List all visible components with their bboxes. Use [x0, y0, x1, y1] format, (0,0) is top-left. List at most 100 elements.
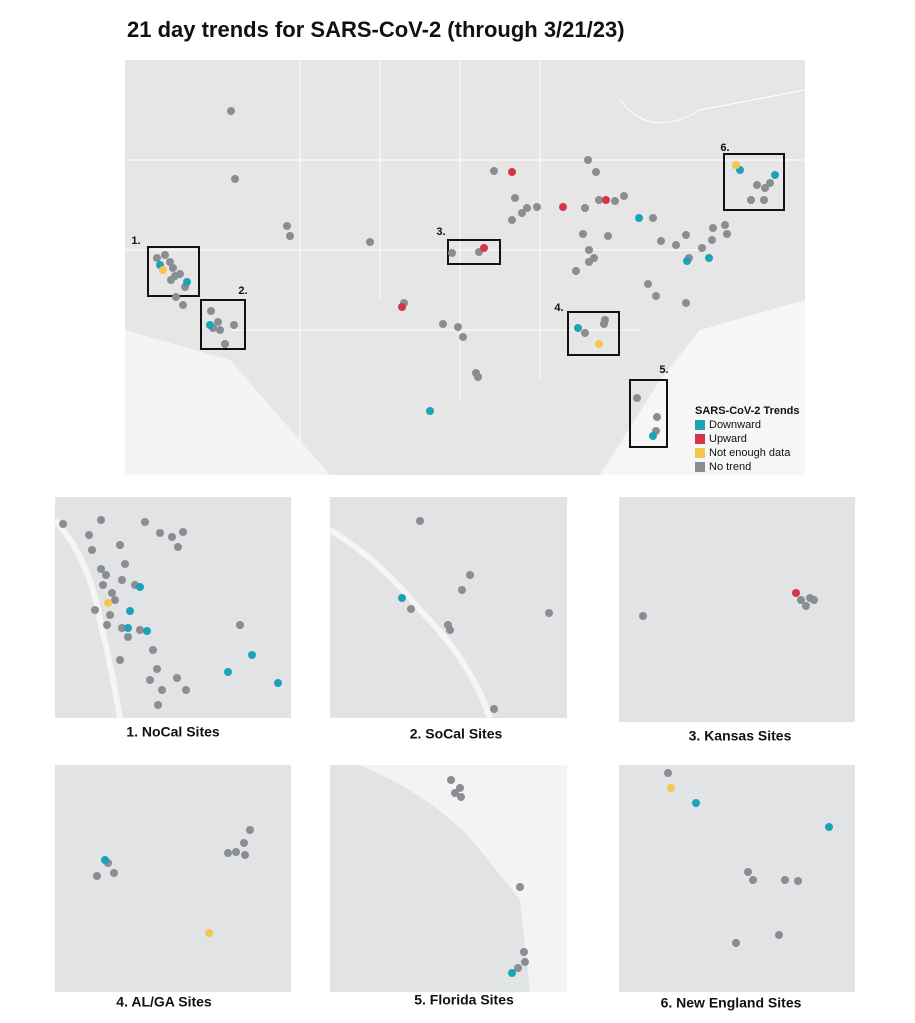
site-dot: [97, 565, 105, 573]
site-dot: [398, 594, 406, 602]
site-dot: [118, 576, 126, 584]
site-dot: [206, 321, 214, 329]
site-dot: [747, 196, 755, 204]
region-box: [629, 379, 668, 448]
region-box: [723, 153, 785, 211]
site-dot: [110, 869, 118, 877]
site-dot: [118, 624, 126, 632]
site-dot: [533, 203, 541, 211]
site-dot: [231, 175, 239, 183]
inset-map: [330, 497, 567, 718]
site-dot: [825, 823, 833, 831]
site-dot: [173, 674, 181, 682]
site-dot: [426, 407, 434, 415]
site-dot: [480, 244, 488, 252]
site-dot: [416, 517, 424, 525]
legend-label: Not enough data: [709, 447, 791, 459]
site-dot: [709, 224, 717, 232]
main-map: [125, 60, 806, 475]
site-dot: [559, 203, 567, 211]
region-box-label: 4.: [554, 302, 563, 314]
site-dot: [166, 258, 174, 266]
site-dot: [664, 769, 672, 777]
site-dot: [447, 776, 455, 784]
site-dot: [771, 171, 779, 179]
site-dot: [446, 626, 454, 634]
site-dot: [246, 826, 254, 834]
site-dot: [794, 877, 802, 885]
site-dots: [59, 107, 833, 977]
site-dot: [749, 876, 757, 884]
inset-label: 1. NoCal Sites: [126, 724, 220, 740]
inset-label: 5. Florida Sites: [414, 992, 514, 1008]
site-dot: [781, 876, 789, 884]
region-boxes: 1. 2. 3. 4. 5. 6.: [131, 142, 785, 448]
site-dot: [232, 848, 240, 856]
site-dot: [174, 543, 182, 551]
site-dot: [797, 596, 805, 604]
page-title: 21 day trends for SARS-CoV-2 (through 3/…: [127, 17, 625, 42]
site-dot: [490, 705, 498, 713]
site-dot: [224, 668, 232, 676]
site-dot: [205, 929, 213, 937]
site-dot: [274, 679, 282, 687]
site-dot: [775, 931, 783, 939]
site-dot: [708, 236, 716, 244]
site-dot: [639, 612, 647, 620]
site-dot: [466, 571, 474, 579]
site-dot: [508, 216, 516, 224]
site-dot: [101, 856, 109, 864]
site-dot: [91, 606, 99, 614]
site-dot: [474, 373, 482, 381]
legend-swatch: [695, 420, 705, 430]
site-dot: [682, 231, 690, 239]
site-dot: [657, 237, 665, 245]
site-dot: [761, 184, 769, 192]
site-dot: [451, 789, 459, 797]
region-box: [447, 239, 501, 265]
site-dot: [601, 316, 609, 324]
site-dot: [672, 241, 680, 249]
site-dot: [523, 204, 531, 212]
site-dot: [169, 264, 177, 272]
region-box-label: 2.: [238, 285, 247, 297]
site-dot: [802, 602, 810, 610]
inset-label: 3. Kansas Sites: [689, 728, 792, 744]
site-dot: [230, 321, 238, 329]
coast: [328, 527, 493, 719]
inset-label: 4. AL/GA Sites: [116, 994, 212, 1010]
site-dot: [241, 851, 249, 859]
inset-label: 2. SoCal Sites: [410, 726, 503, 742]
site-dot: [683, 257, 691, 265]
region-box-label: 3.: [436, 226, 445, 238]
site-dot: [458, 586, 466, 594]
mexico: [125, 330, 330, 475]
site-dot: [59, 520, 67, 528]
site-dot: [508, 168, 516, 176]
site-dot: [136, 583, 144, 591]
site-dot: [153, 665, 161, 673]
site-dot: [705, 254, 713, 262]
site-dot: [224, 849, 232, 857]
inset-map: [55, 765, 291, 992]
site-dot: [99, 581, 107, 589]
site-dot: [143, 627, 151, 635]
site-dot: [161, 251, 169, 259]
site-dot: [248, 651, 256, 659]
site-dot: [810, 596, 818, 604]
inset-map: [619, 765, 855, 992]
state-borders: [125, 60, 806, 475]
site-dot: [85, 531, 93, 539]
site-dot: [585, 246, 593, 254]
site-dot: [581, 204, 589, 212]
site-dot: [545, 609, 553, 617]
coast: [52, 518, 123, 719]
site-dot: [457, 793, 465, 801]
site-dot: [595, 196, 603, 204]
site-dot: [124, 633, 132, 641]
site-dot: [521, 958, 529, 966]
site-dot: [579, 230, 587, 238]
site-dot: [221, 340, 229, 348]
site-dot: [149, 646, 157, 654]
